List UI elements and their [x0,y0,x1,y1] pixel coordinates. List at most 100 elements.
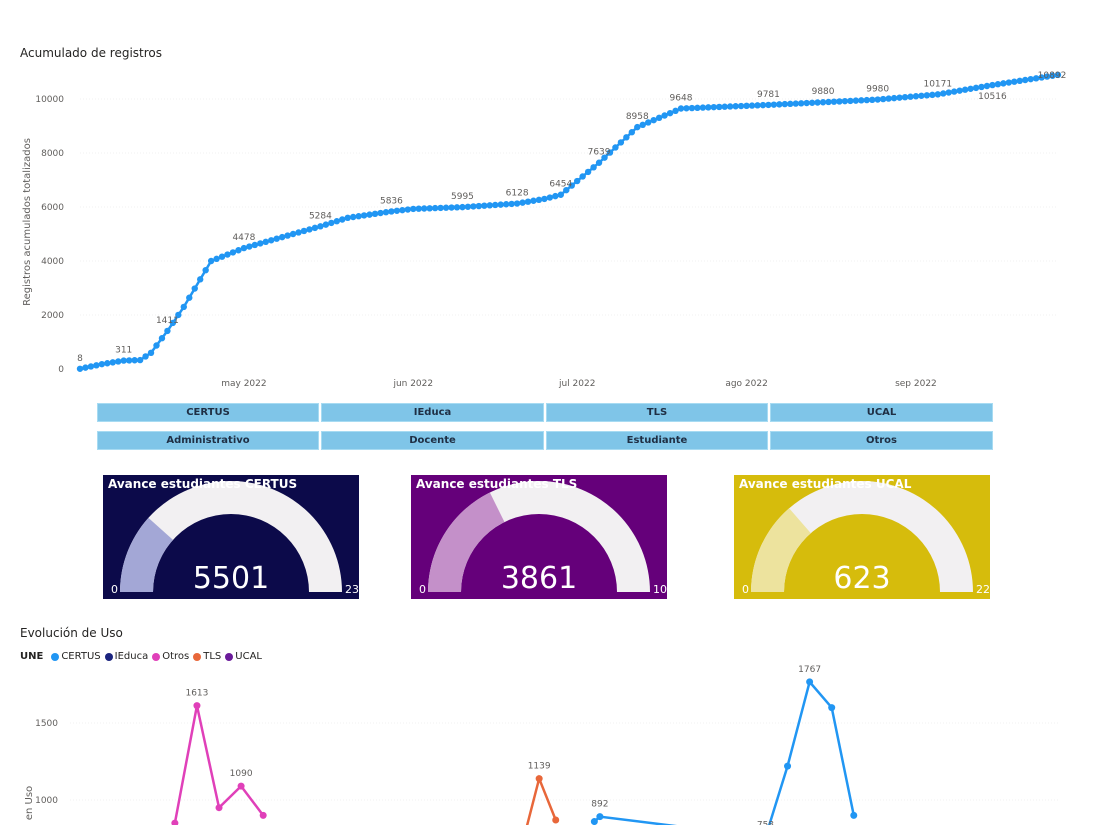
data-point[interactable] [131,357,138,364]
data-point[interactable] [240,244,248,252]
data-point[interactable] [115,358,122,365]
data-point[interactable] [278,233,286,241]
data-point[interactable] [798,100,805,107]
data-point[interactable] [655,114,663,122]
data-point[interactable] [421,205,428,212]
data-point[interactable] [688,104,696,112]
data-point[interactable] [295,229,302,236]
data-point[interactable] [956,87,963,94]
data-point[interactable] [213,255,220,263]
data-point[interactable] [109,359,116,366]
data-point[interactable] [923,92,931,99]
data-point[interactable] [634,123,641,131]
data-point[interactable] [393,207,401,214]
data-point[interactable] [787,100,794,108]
data-point[interactable] [989,81,996,89]
data-point[interactable] [442,204,450,211]
gauge-card-certus[interactable]: 5501 0 23641 Avance estudiantes CERTUS [103,475,359,599]
gauge-card-tls[interactable]: 3861 0 10914 Avance estudiantes TLS [411,475,667,599]
data-point[interactable] [399,206,406,214]
data-point[interactable] [836,98,843,105]
data-point[interactable] [825,98,832,106]
data-point[interactable] [978,83,985,91]
data-point[interactable] [781,100,789,108]
data-point[interactable] [972,84,980,92]
data-point[interactable] [464,203,472,210]
data-point[interactable] [1043,73,1051,80]
data-point[interactable] [371,210,379,218]
data-point[interactable] [262,238,269,246]
data-point[interactable] [300,227,308,235]
data-point[interactable] [404,206,412,213]
data-point[interactable] [639,121,646,129]
data-point[interactable] [890,94,898,102]
data-point[interactable] [502,201,510,208]
data-point[interactable] [328,219,335,227]
data-point[interactable] [672,107,679,115]
data-point[interactable] [377,209,384,217]
data-point[interactable] [841,97,849,105]
data-point[interactable] [169,319,177,327]
data-point[interactable] [186,294,193,301]
legend-item-otros[interactable]: Otros [152,651,189,662]
data-point[interactable] [453,204,461,211]
data-point[interactable] [306,226,313,233]
data-point[interactable] [847,97,854,105]
legend-item-tls[interactable]: TLS [193,651,221,662]
data-point[interactable] [546,194,554,201]
data-point[interactable] [470,203,477,210]
data-point[interactable] [612,144,619,151]
slicer-tls[interactable]: TLS [546,403,768,422]
data-point[interactable] [912,93,920,100]
data-point[interactable] [519,199,526,206]
data-point[interactable] [322,221,330,228]
slicer-administrativo[interactable]: Administrativo [97,431,319,450]
data-point[interactable] [967,85,974,92]
data-point[interactable] [721,103,728,110]
data-point[interactable] [87,363,95,370]
data-point[interactable] [765,101,772,109]
data-point[interactable] [950,88,958,95]
data-point[interactable] [901,93,909,101]
data-point[interactable] [961,86,969,93]
data-point[interactable] [388,208,395,215]
data-point[interactable] [776,101,783,108]
data-point[interactable] [259,811,267,819]
data-point[interactable] [1011,78,1018,85]
data-point[interactable] [568,182,575,189]
data-point[interactable] [508,200,515,208]
data-point[interactable] [803,99,810,107]
data-point[interactable] [164,327,171,335]
data-point[interactable] [552,816,560,824]
data-point[interactable] [82,364,89,371]
data-point[interactable] [819,99,827,106]
data-point[interactable] [579,173,586,180]
data-point[interactable] [215,804,223,812]
data-point[interactable] [197,276,204,283]
data-point[interactable] [590,818,598,825]
data-point[interactable] [885,95,892,102]
data-point[interactable] [863,96,870,104]
data-point[interactable] [710,103,717,111]
data-point[interactable] [770,101,778,108]
data-point[interactable] [513,200,521,207]
data-point[interactable] [918,92,925,99]
data-point[interactable] [732,103,739,110]
data-point[interactable] [661,112,668,119]
slicer-otros[interactable]: Otros [770,431,993,450]
data-point[interactable] [563,186,570,194]
data-point[interactable] [193,702,201,710]
data-point[interactable] [229,249,237,256]
data-point[interactable] [437,204,444,212]
data-point[interactable] [459,203,466,211]
data-point[interactable] [268,237,275,244]
data-point[interactable] [524,198,532,205]
data-point[interactable] [1005,79,1013,86]
slicer-certus[interactable]: CERTUS [97,403,319,422]
data-point[interactable] [879,95,887,103]
data-point[interactable] [1054,71,1062,79]
data-point[interactable] [237,782,245,790]
data-point[interactable] [699,104,707,111]
data-point[interactable] [869,96,876,104]
data-point[interactable] [645,119,652,126]
